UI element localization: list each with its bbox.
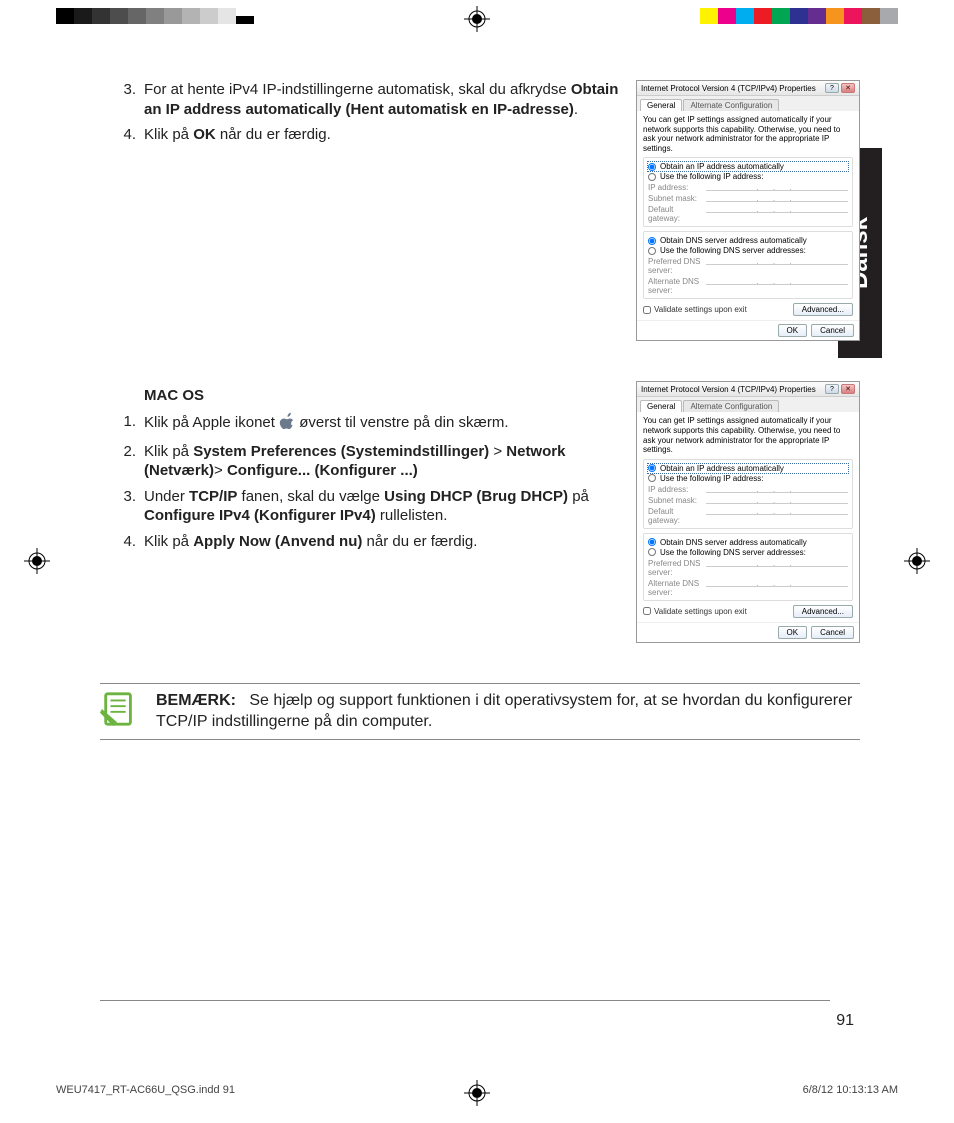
radio-use-dns[interactable]: Use the following DNS server addresses: <box>648 246 848 255</box>
note-block: BEMÆRK: Se hjælp og support funktionen i… <box>100 683 860 740</box>
radio-obtain-dns-auto[interactable]: Obtain DNS server address automatically <box>648 538 848 547</box>
note-label: BEMÆRK: <box>156 692 236 709</box>
help-icon[interactable]: ? <box>825 384 839 394</box>
tab-general[interactable]: General <box>640 400 682 412</box>
radio-use-ip[interactable]: Use the following IP address: <box>648 172 848 181</box>
radio-obtain-dns-auto[interactable]: Obtain DNS server address automatically <box>648 236 848 245</box>
dialog-desc: You can get IP settings assigned automat… <box>643 115 853 153</box>
footer-rule <box>100 1000 830 1001</box>
ok-button[interactable]: OK <box>778 626 808 639</box>
radio-obtain-ip-auto[interactable]: Obtain an IP address automatically <box>648 464 848 473</box>
registration-mark-icon <box>464 6 490 32</box>
radio-use-ip[interactable]: Use the following IP address: <box>648 474 848 483</box>
help-icon[interactable]: ? <box>825 83 839 93</box>
advanced-button[interactable]: Advanced... <box>793 303 853 316</box>
dialog-title: Internet Protocol Version 4 (TCP/IPv4) P… <box>641 84 816 93</box>
tab-alternate[interactable]: Alternate Configuration <box>683 99 779 111</box>
step-item: 2.Klik på System Preferences (Systeminds… <box>100 442 620 481</box>
section-macos: MAC OS 1.Klik på Apple ikonet øverst til… <box>100 381 860 654</box>
note-text: BEMÆRK: Se hjælp og support funktionen i… <box>156 690 860 733</box>
cancel-button[interactable]: Cancel <box>811 324 854 337</box>
tab-alternate[interactable]: Alternate Configuration <box>683 400 779 412</box>
step-item: 3.Under TCP/IP fanen, skal du vælge Usin… <box>100 487 620 526</box>
apple-icon <box>279 412 295 436</box>
tab-general[interactable]: General <box>640 99 682 111</box>
advanced-button[interactable]: Advanced... <box>793 605 853 618</box>
dialog-title: Internet Protocol Version 4 (TCP/IPv4) P… <box>641 385 816 394</box>
screenshot-tcpip-dialog-2: Internet Protocol Version 4 (TCP/IPv4) P… <box>636 381 860 654</box>
close-icon[interactable]: ✕ <box>841 384 855 394</box>
registration-mark-icon <box>24 548 50 574</box>
cancel-button[interactable]: Cancel <box>811 626 854 639</box>
step-item: 4.Klik på Apply Now (Anvend nu) når du e… <box>100 532 620 552</box>
dialog-desc: You can get IP settings assigned automat… <box>643 416 853 454</box>
footer-timestamp: 6/8/12 10:13:13 AM <box>803 1084 898 1096</box>
registration-mark-icon <box>904 548 930 574</box>
screenshot-tcpip-dialog-1: Internet Protocol Version 4 (TCP/IPv4) P… <box>636 80 860 353</box>
macos-heading: MAC OS <box>144 387 620 404</box>
step-item: 3.For at hente iPv4 IP-indstillingerne a… <box>100 80 620 119</box>
radio-use-dns[interactable]: Use the following DNS server addresses: <box>648 548 848 557</box>
section-windows: 3.For at hente iPv4 IP-indstillingerne a… <box>100 80 860 353</box>
close-icon[interactable]: ✕ <box>841 83 855 93</box>
ok-button[interactable]: OK <box>778 324 808 337</box>
print-footer: WEU7417_RT-AC66U_QSG.indd 91 6/8/12 10:1… <box>56 1084 898 1096</box>
page-number: 91 <box>836 1012 854 1030</box>
note-icon <box>100 690 138 733</box>
step-item: 4.Klik på OK når du er færdig. <box>100 125 620 145</box>
validate-checkbox[interactable]: Validate settings upon exit <box>643 607 747 616</box>
step-item: 1.Klik på Apple ikonet øverst til venstr… <box>100 412 620 436</box>
note-body: Se hjælp og support funktionen i dit ope… <box>156 692 852 731</box>
validate-checkbox[interactable]: Validate settings upon exit <box>643 305 747 314</box>
page-content: 3.For at hente iPv4 IP-indstillingerne a… <box>100 80 860 740</box>
footer-filename: WEU7417_RT-AC66U_QSG.indd 91 <box>56 1084 235 1096</box>
radio-obtain-ip-auto[interactable]: Obtain an IP address automatically <box>648 162 848 171</box>
